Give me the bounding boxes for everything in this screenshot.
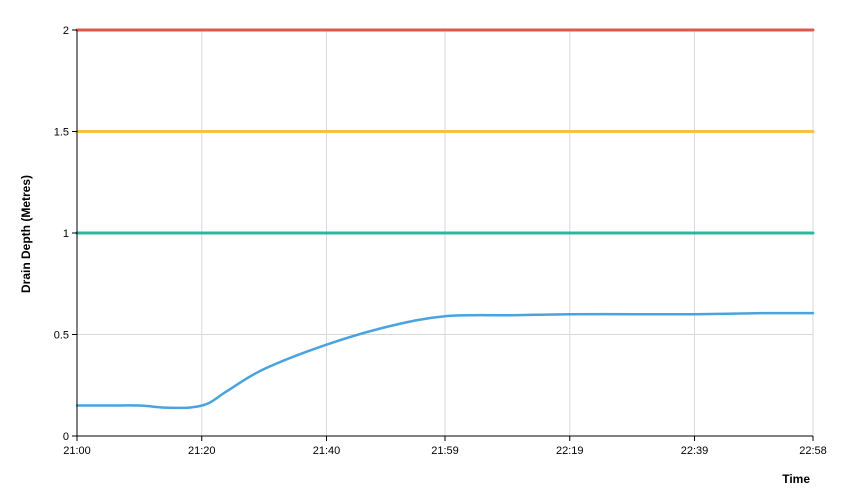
x-axis-title: Time [782,472,810,486]
x-tick-label: 21:40 [313,445,341,457]
x-tick-label: 22:39 [681,445,709,457]
y-axis-title: Drain Depth (Metres) [19,175,33,293]
x-tick-label: 21:00 [63,445,91,457]
y-tick-label: 2 [63,25,69,37]
x-tick-label: 21:20 [188,445,216,457]
y-tick-label: 0.5 [54,330,69,342]
axes [72,29,814,441]
series-line-3 [75,311,815,410]
series-layer [75,28,815,410]
x-tick-label: 22:58 [799,445,827,457]
x-tick-label: 21:59 [431,445,459,457]
x-tick-label: 22:19 [556,445,584,457]
tick-labels: 0 0.5 1 1.5 2 21:00 21:20 21:40 21:59 22:19 22:39 2… [54,25,827,457]
y-tick-label: 0 [63,431,69,443]
y-tick-label: 1 [63,228,69,240]
y-tick-label: 1.5 [54,127,69,139]
